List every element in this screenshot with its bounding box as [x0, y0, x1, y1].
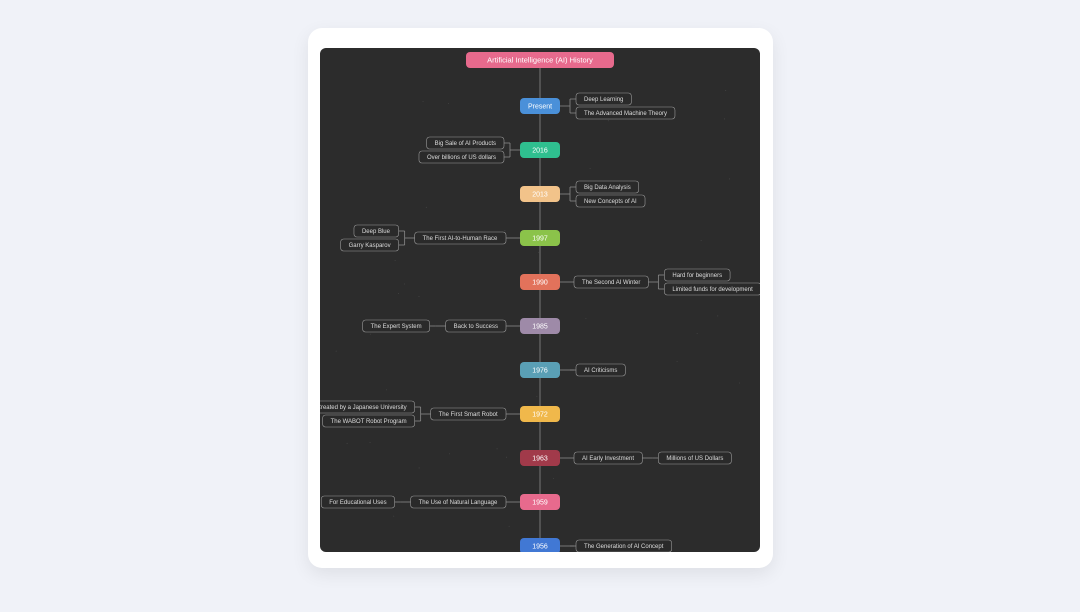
- svg-text:The Advanced Machine Theory: The Advanced Machine Theory: [584, 111, 667, 117]
- svg-text:AI Early Investment: AI Early Investment: [582, 456, 634, 462]
- svg-text:The Generation of AI Concept: The Generation of AI Concept: [584, 544, 664, 550]
- svg-text:Garry Kasparov: Garry Kasparov: [348, 243, 390, 249]
- svg-text:Artificial Intelligence (AI) H: Artificial Intelligence (AI) History: [487, 55, 593, 64]
- svg-text:Big Data Analysis: Big Data Analysis: [584, 185, 631, 191]
- svg-text:1956: 1956: [532, 543, 548, 550]
- svg-text:Deep Learning: Deep Learning: [584, 97, 623, 103]
- svg-text:1985: 1985: [532, 323, 548, 330]
- svg-text:For Educational Uses: For Educational Uses: [329, 500, 386, 506]
- svg-text:1997: 1997: [532, 235, 548, 242]
- svg-text:1990: 1990: [532, 279, 548, 286]
- svg-text:1972: 1972: [532, 411, 548, 418]
- svg-text:2013: 2013: [532, 191, 548, 198]
- svg-text:Deep Blue: Deep Blue: [361, 229, 390, 235]
- svg-text:AI Criticisms: AI Criticisms: [584, 368, 617, 374]
- svg-text:The WABOT Robot Program: The WABOT Robot Program: [330, 419, 406, 425]
- diagram-card: Artificial Intelligence (AI) History Pres…: [308, 28, 773, 568]
- svg-text:2016: 2016: [532, 147, 548, 154]
- svg-text:Millions of US Dollars: Millions of US Dollars: [666, 456, 723, 462]
- svg-text:1963: 1963: [532, 455, 548, 462]
- svg-text:The First Smart Robot: The First Smart Robot: [438, 412, 497, 418]
- page-background: Artificial Intelligence (AI) History Pres…: [0, 0, 1080, 612]
- svg-text:Over billions of US dollars: Over billions of US dollars: [426, 155, 495, 161]
- svg-text:Limited funds for development: Limited funds for development: [672, 287, 753, 293]
- svg-text:The Second AI Winter: The Second AI Winter: [582, 280, 640, 286]
- svg-text:1959: 1959: [532, 499, 548, 506]
- svg-text:The Use of Natural Language: The Use of Natural Language: [418, 500, 497, 506]
- svg-text:Created by a Japanese Universi: Created by a Japanese University: [320, 405, 407, 411]
- diagram-canvas: Artificial Intelligence (AI) History Pres…: [320, 48, 760, 552]
- svg-text:New Concepts of AI: New Concepts of AI: [584, 199, 637, 205]
- svg-text:Hard for beginners: Hard for beginners: [672, 273, 722, 279]
- svg-text:The Expert System: The Expert System: [370, 324, 421, 330]
- svg-text:1976: 1976: [532, 367, 548, 374]
- svg-text:Back to Success: Back to Success: [453, 324, 497, 330]
- svg-text:The First AI-to-Human Race: The First AI-to-Human Race: [422, 236, 497, 242]
- svg-text:Present: Present: [527, 103, 551, 110]
- svg-text:Big Sale of AI Products: Big Sale of AI Products: [434, 141, 495, 147]
